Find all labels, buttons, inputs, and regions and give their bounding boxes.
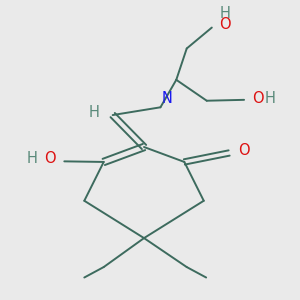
Text: H: H bbox=[26, 151, 38, 166]
Text: N: N bbox=[162, 91, 173, 106]
Text: O: O bbox=[252, 91, 264, 106]
Text: H: H bbox=[264, 91, 275, 106]
Text: O: O bbox=[44, 151, 55, 166]
Text: O: O bbox=[219, 17, 231, 32]
Text: H: H bbox=[88, 105, 99, 120]
Text: H: H bbox=[219, 6, 230, 21]
Text: O: O bbox=[238, 142, 250, 158]
